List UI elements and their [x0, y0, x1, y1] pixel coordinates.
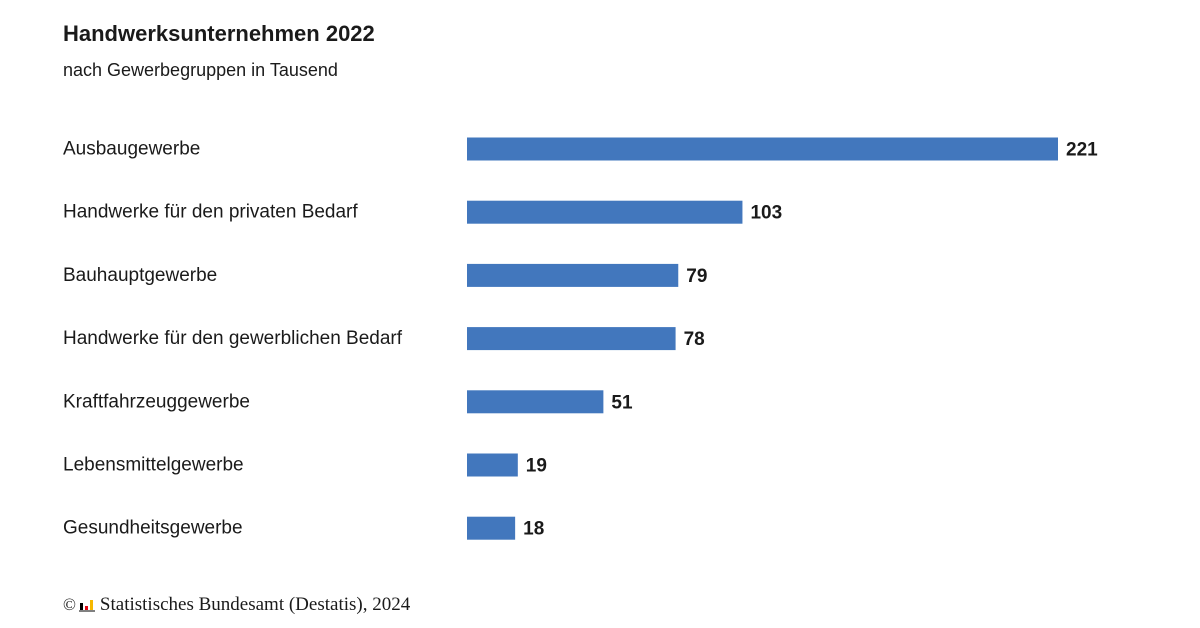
category-label: Bauhauptgewerbe [63, 265, 217, 286]
bar-value-label: 19 [526, 456, 547, 477]
category-label: Lebensmittelgewerbe [63, 455, 244, 476]
bar-value-label: 103 [750, 203, 782, 224]
bar-value-label: 221 [1066, 140, 1098, 161]
source-footer: © Statistisches Bundesamt (Destatis), 20… [63, 594, 410, 616]
bar-value-label: 78 [684, 329, 705, 350]
category-label: Handwerke für den privaten Bedarf [63, 202, 358, 223]
source-text: Statistisches Bundesamt (Destatis), 2024 [99, 594, 411, 615]
bar [467, 200, 743, 224]
category-label: Handwerke für den gewerblichen Bedarf [63, 328, 403, 349]
bar [467, 390, 604, 414]
bar [467, 327, 676, 351]
destatis-logo-icon [78, 600, 95, 612]
chart-subtitle: nach Gewerbegruppen in Tausend [63, 60, 338, 80]
bar [467, 516, 516, 540]
bar [467, 453, 518, 477]
bar [467, 137, 1058, 161]
copyright-symbol: © [63, 595, 76, 614]
bar-value-label: 79 [686, 266, 707, 287]
category-label: Ausbaugewerbe [63, 139, 200, 160]
category-label: Kraftfahrzeuggewerbe [63, 391, 250, 412]
chart-title: Handwerksunternehmen 2022 [63, 21, 375, 46]
bar [467, 263, 679, 287]
bar-value-label: 51 [611, 392, 633, 413]
category-label: Gesundheitsgewerbe [63, 518, 243, 539]
bar-value-label: 18 [523, 519, 544, 540]
